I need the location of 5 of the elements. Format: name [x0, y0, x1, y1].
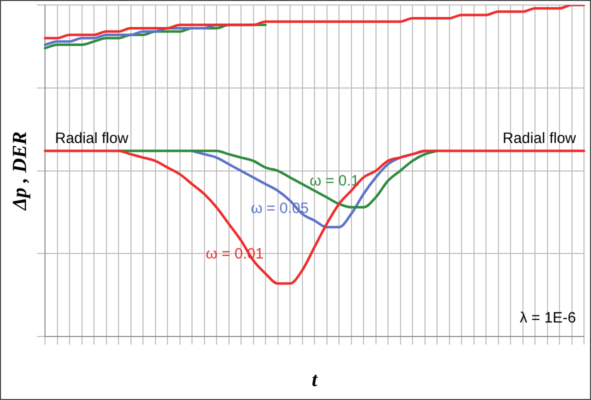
x-axis-title: t	[312, 369, 319, 392]
annotation: Radial flow	[502, 130, 576, 147]
annotation: λ = 1E-6	[520, 310, 576, 327]
y-axis-title: Δp , DER	[9, 131, 32, 212]
annotation: Radial flow	[55, 130, 129, 147]
